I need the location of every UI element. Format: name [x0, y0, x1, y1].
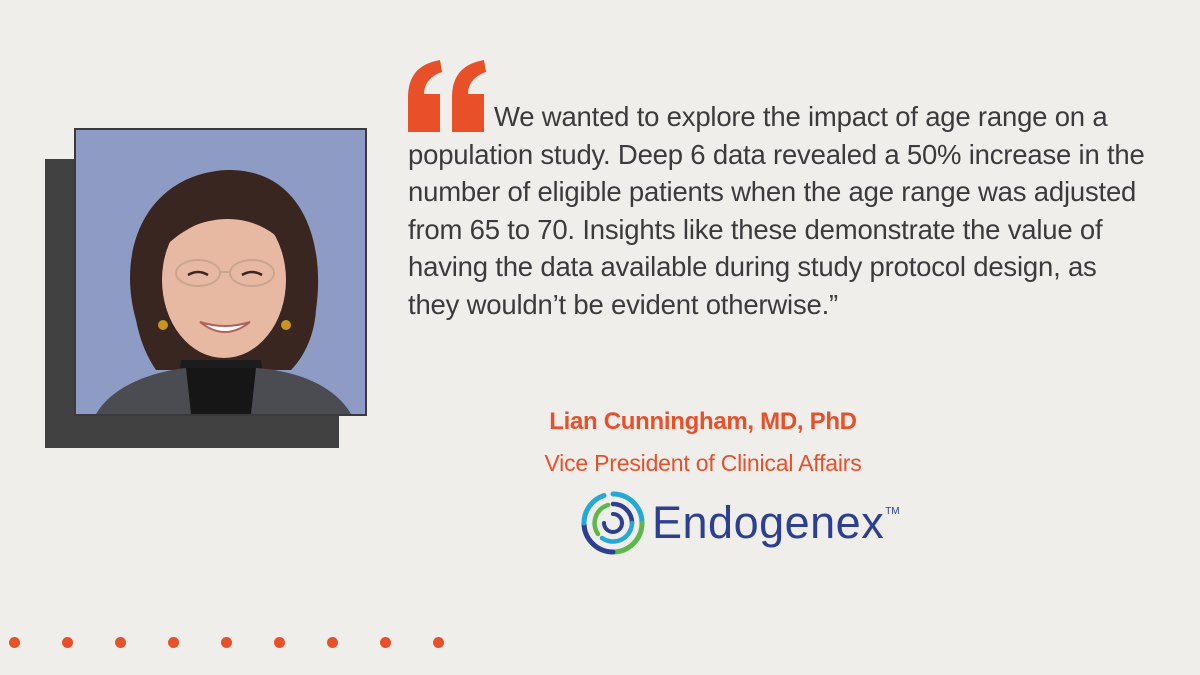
author-title: Vice President of Clinical Affairs — [544, 450, 862, 476]
decorative-dot-row — [9, 637, 444, 648]
logo-wordmark: Endogenex — [652, 497, 885, 548]
dot-icon — [62, 637, 73, 648]
dot-icon — [221, 637, 232, 648]
dot-icon — [9, 637, 20, 648]
concentric-rings-icon — [581, 491, 645, 555]
dot-icon — [433, 637, 444, 648]
logo-trademark: TM — [885, 506, 900, 517]
dot-icon — [327, 637, 338, 648]
dot-icon — [380, 637, 391, 648]
dot-icon — [168, 637, 179, 648]
portrait-photo — [74, 128, 367, 416]
company-logo: Endogenex TM — [580, 490, 900, 556]
testimonial-quote: We wanted to explore the impact of age r… — [408, 101, 1145, 320]
dot-icon — [115, 637, 126, 648]
author-name: Lian Cunningham, MD, PhD — [549, 408, 857, 435]
dot-icon — [274, 637, 285, 648]
open-quote-icon — [408, 60, 486, 132]
